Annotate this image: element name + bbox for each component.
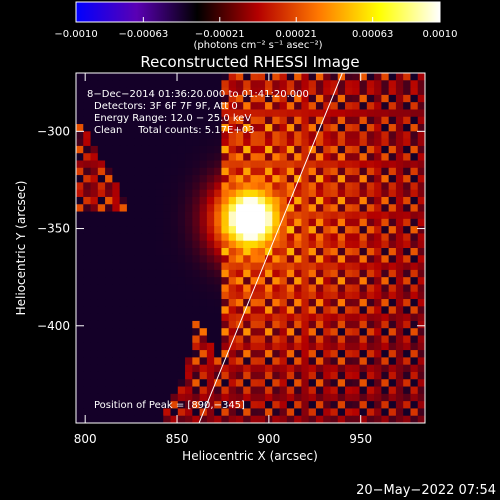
x-tick-label: 900 bbox=[257, 432, 280, 446]
annotation-peak-position: Position of Peak = [890,−345] bbox=[94, 400, 245, 411]
y-tick-label: −350 bbox=[37, 222, 70, 236]
colorbar-tick-label: 0.00021 bbox=[276, 29, 317, 40]
colorbar bbox=[75, 1, 441, 23]
x-tick-label: 800 bbox=[74, 432, 97, 446]
y-axis-ticks: −300 −350 −400 bbox=[37, 124, 425, 333]
y-tick-label: −400 bbox=[37, 319, 70, 333]
colorbar-tick-label: 0.00063 bbox=[352, 29, 393, 40]
annotation-time-range: 8−Dec−2014 01:36:20.000 to 01:41:20.000 bbox=[87, 89, 309, 100]
annotation-clean: Clean Total counts: 5.17E+03 bbox=[94, 125, 254, 136]
annotation-detectors: Detectors: 3F 6F 7F 9F, Att 0 bbox=[94, 101, 238, 112]
x-axis-ticks: 800 850 900 950 bbox=[74, 73, 372, 446]
colorbar-ticks: −0.0010 −0.00063 −0.00021 0.00021 0.00063 0.0… bbox=[54, 17, 458, 40]
plot-frame bbox=[75, 72, 426, 424]
x-axis-label: Heliocentric X (arcsec) bbox=[182, 449, 318, 463]
colorbar-tick-label: −0.0010 bbox=[54, 29, 97, 40]
colorbar-tick-label: −0.00063 bbox=[118, 29, 168, 40]
annotation-block: 8−Dec−2014 01:36:20.000 to 01:41:20.000 … bbox=[87, 89, 309, 411]
y-tick-label: −300 bbox=[37, 124, 70, 138]
limb-line bbox=[198, 73, 343, 423]
chart-title: Reconstructed RHESSI Image bbox=[140, 53, 359, 71]
colorbar-tick-label: 0.0010 bbox=[423, 29, 458, 40]
x-tick-label: 950 bbox=[349, 432, 372, 446]
colorbar-tick-label: −0.00021 bbox=[195, 29, 245, 40]
heatmap-image bbox=[76, 73, 425, 423]
annotation-energy: Energy Range: 12.0 − 25.0 keV bbox=[94, 113, 251, 124]
footer-timestamp: 20−May−2022 07:54 bbox=[356, 483, 496, 498]
solar-limb-line bbox=[198, 73, 343, 423]
colorbar-units: (photons cm⁻² s⁻¹ asec⁻²) bbox=[193, 40, 322, 51]
y-axis-label: Heliocentric Y (arcsec) bbox=[14, 181, 28, 316]
x-tick-label: 850 bbox=[166, 432, 189, 446]
